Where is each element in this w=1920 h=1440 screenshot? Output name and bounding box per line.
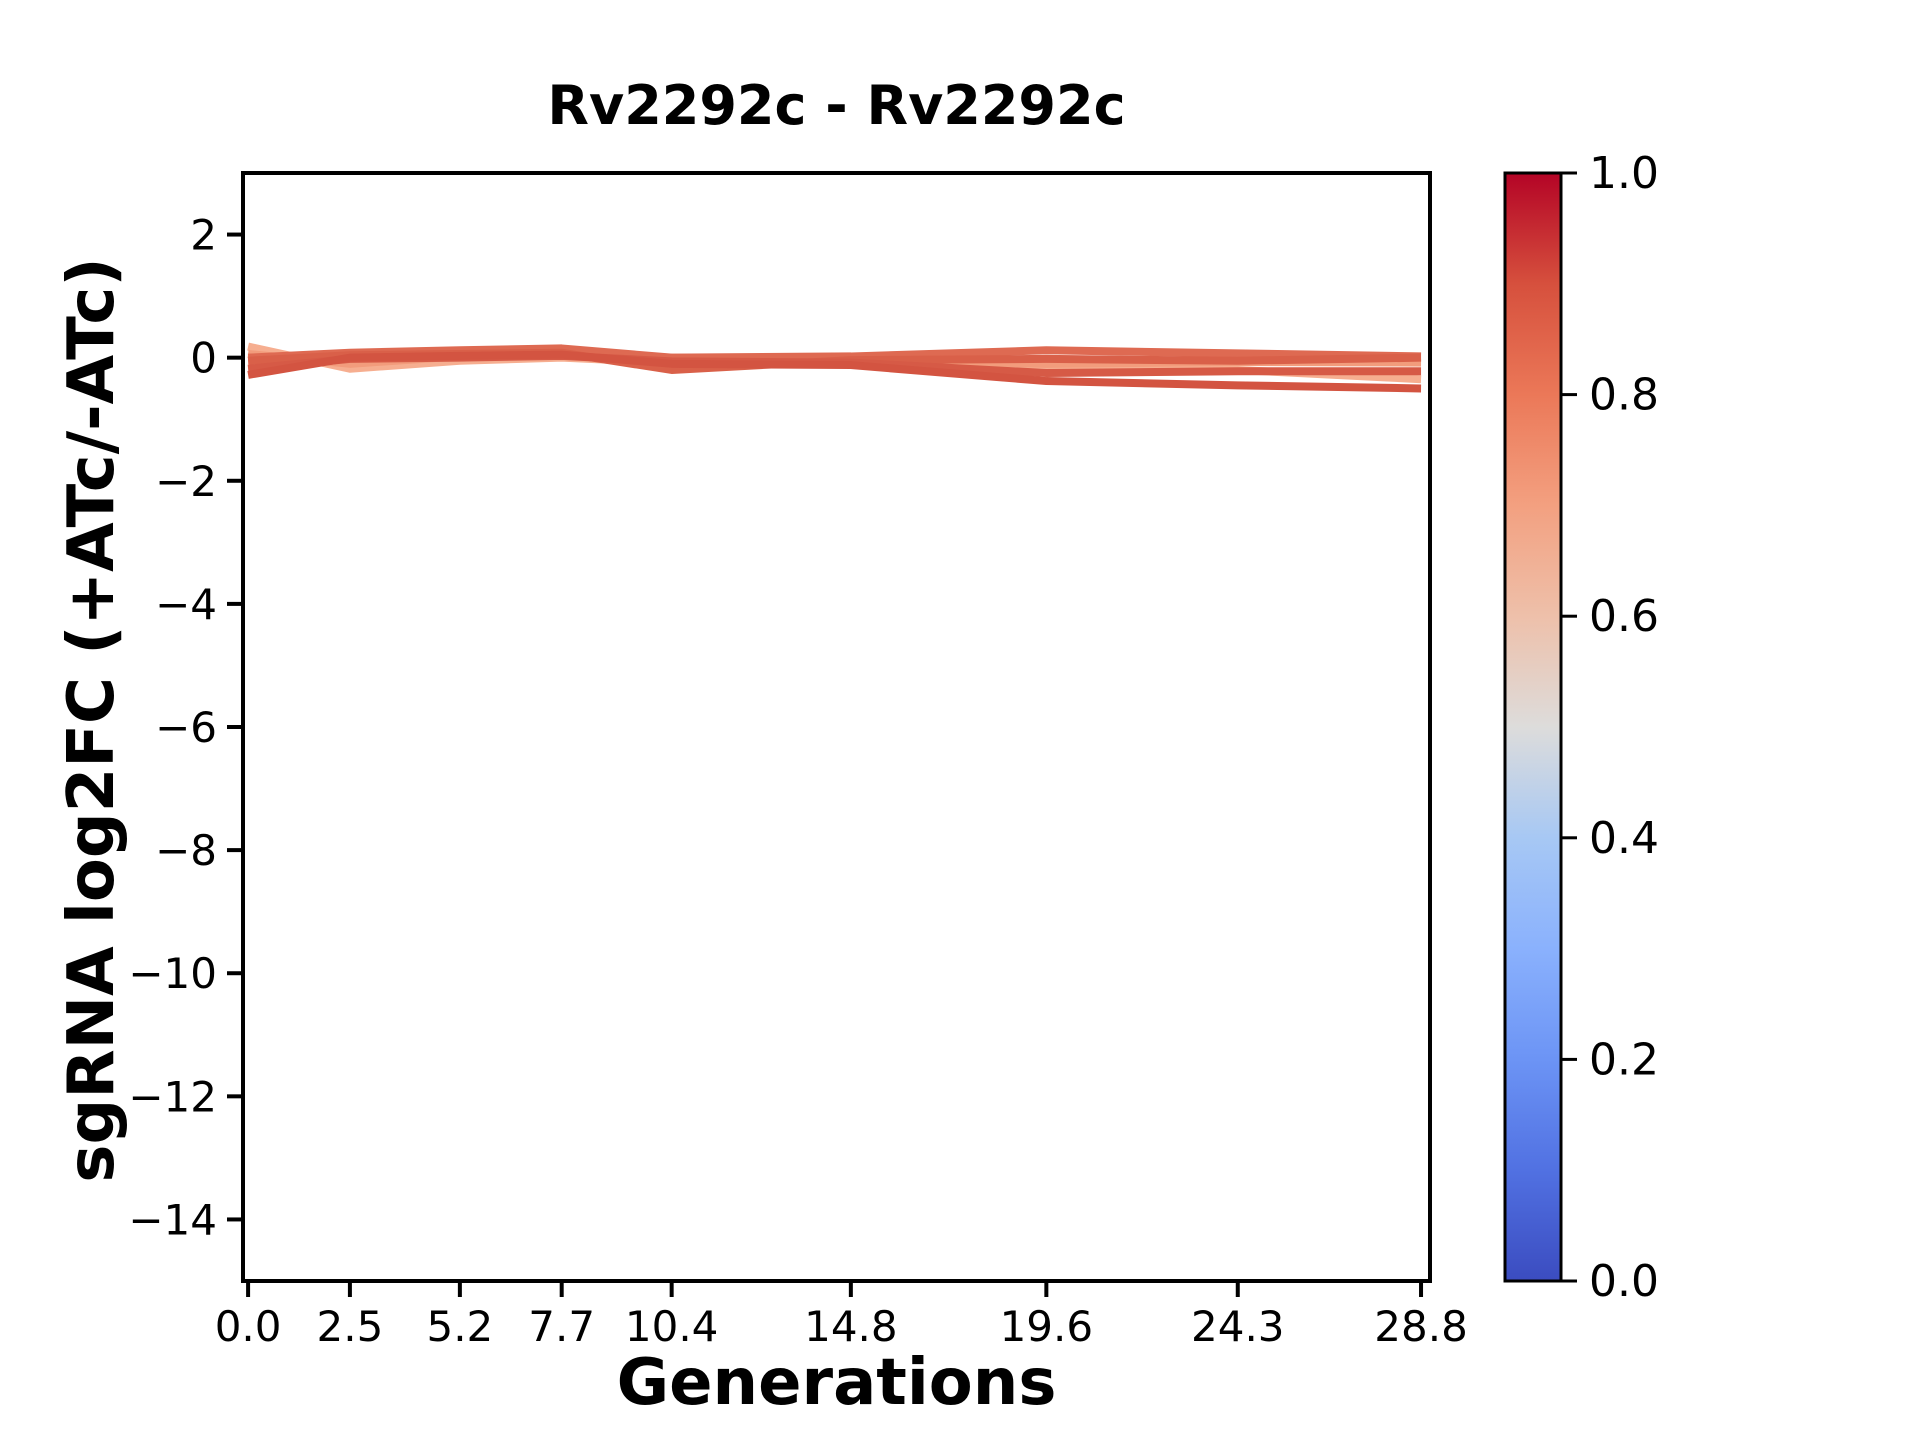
x-tick-label: 24.3 — [1191, 1302, 1285, 1351]
y-tick-label: −10 — [128, 949, 217, 998]
colorbar-tick-label: 0.2 — [1589, 1034, 1659, 1085]
y-tick-label: −12 — [128, 1072, 217, 1121]
colorbar-tick-label: 1.0 — [1589, 148, 1659, 199]
chart-title: Rv2292c - Rv2292c — [547, 74, 1126, 137]
series-line-sgRNA-6 — [247, 350, 1422, 393]
x-tick-label: 14.8 — [804, 1302, 898, 1351]
colorbar-tick-label: 0.4 — [1589, 813, 1659, 864]
colorbar-frame — [1503, 171, 1563, 1283]
colorbar-tick-label: 0.6 — [1589, 591, 1659, 642]
colorbar-tick-label: 0.0 — [1589, 1256, 1659, 1307]
x-tick-label: 2.5 — [317, 1302, 384, 1351]
x-tick-label: 5.2 — [426, 1302, 493, 1351]
y-tick-label: −14 — [128, 1195, 217, 1244]
x-tick-label: 0.0 — [215, 1302, 282, 1351]
x-tick-label: 10.4 — [625, 1302, 719, 1351]
plot-area — [241, 171, 1432, 1283]
y-tick-label: −6 — [155, 703, 217, 752]
y-tick-label: 0 — [190, 334, 217, 383]
y-tick-label: −2 — [155, 457, 217, 506]
x-tick-label: 28.8 — [1374, 1302, 1468, 1351]
x-tick-label: 7.7 — [528, 1302, 595, 1351]
y-tick-label: −4 — [155, 580, 217, 629]
x-axis-label: Generations — [616, 1346, 1057, 1420]
colorbar-gradient — [1505, 173, 1561, 1281]
colorbar-tick-label: 0.8 — [1589, 370, 1659, 421]
y-tick-label: −8 — [155, 826, 217, 875]
x-tick-label: 19.6 — [1000, 1302, 1094, 1351]
y-tick-label: 2 — [190, 211, 217, 260]
